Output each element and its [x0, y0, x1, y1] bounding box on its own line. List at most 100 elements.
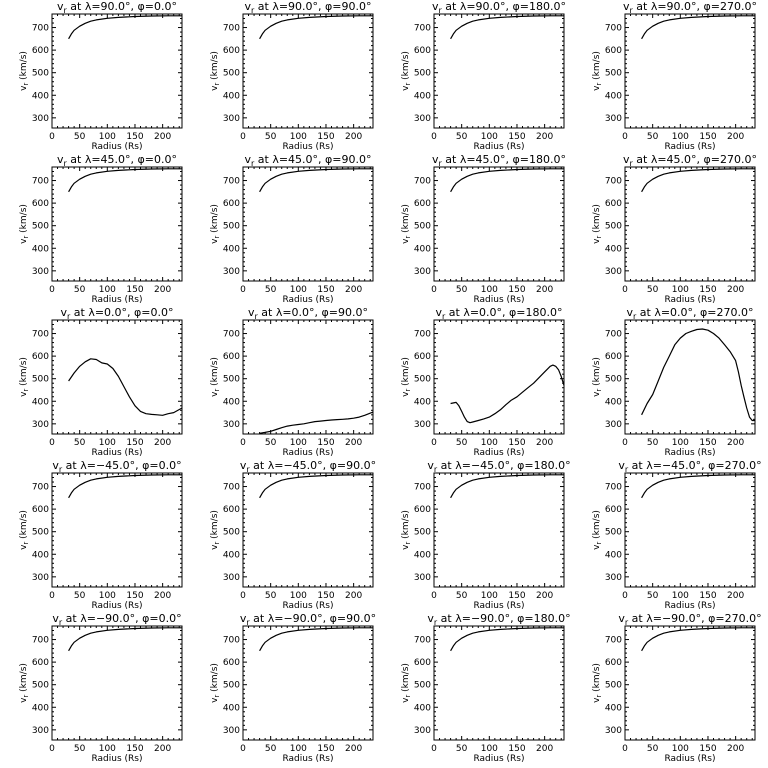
ylabel-rest: (km/s) [210, 204, 220, 236]
ylabel-rest: (km/s) [401, 663, 411, 695]
title-var: v [626, 306, 633, 319]
y-tick-label: 600 [605, 505, 622, 515]
chart-panel-16: vr at λ=−45.0°, φ=270.0°0 50 100 150 2003004… [592, 459, 762, 611]
x-tick-label: 0 [49, 591, 55, 601]
ylabel-var: v [210, 85, 220, 91]
x-tick-label: 100 [290, 744, 307, 754]
title-subscript: r [63, 6, 67, 15]
x-tick-label: 50 [647, 744, 659, 754]
plot-frame [433, 472, 565, 588]
x-tick-label: 100 [290, 438, 307, 448]
x-tick-label: 0 [49, 132, 55, 142]
ylabel-var: v [210, 697, 220, 703]
title-subscript: r [629, 159, 633, 168]
title-var: v [618, 612, 625, 625]
title-var: v [57, 0, 64, 13]
x-tick-label: 100 [99, 744, 116, 754]
title-rest: at λ=0.0°, φ=0.0° [70, 306, 173, 319]
x-tick-label: 150 [699, 591, 716, 601]
x-axis-label: Radius (Rs) [473, 601, 524, 611]
ylabel-rest: (km/s) [210, 510, 220, 542]
ylabel-var: v [210, 391, 220, 397]
x-tick-label: 0 [431, 591, 437, 601]
x-tick-label: 100 [672, 285, 689, 295]
title-var: v [427, 459, 434, 472]
title-rest: at λ=−45.0°, φ=90.0° [250, 459, 376, 472]
chart-panel-10: vr at λ=0.0°, φ=90.0°0 50 100 150 2003004005… [210, 306, 374, 458]
chart-panel-4: vr at λ=90.0°, φ=270.0°0 50 100 150 20030040… [592, 0, 757, 152]
chart-title: vr at λ=−90.0°, φ=90.0° [240, 612, 376, 627]
x-tick-label: 200 [727, 285, 744, 295]
y-axis-label: vr (km/s) [210, 510, 221, 550]
x-tick-label: 50 [456, 744, 468, 754]
chart-panel-12: vr at λ=0.0°, φ=270.0°0 50 100 150 200300400… [592, 306, 756, 458]
ylabel-subscript: r [213, 542, 221, 545]
title-rest: at λ=45.0°, φ=90.0° [254, 153, 371, 166]
chart-panel-1: vr at λ=90.0°, φ=0.0°0 50 100 150 2003004005… [19, 0, 183, 152]
y-tick-label: 600 [223, 658, 240, 668]
x-tick-label: 200 [727, 591, 744, 601]
y-axis-label: vr (km/s) [210, 51, 221, 91]
ylabel-rest: (km/s) [401, 204, 411, 236]
title-var: v [432, 153, 439, 166]
x-tick-label: 50 [74, 744, 86, 754]
y-tick-label: 300 [32, 114, 49, 124]
y-tick-label: 500 [414, 222, 431, 232]
chart-title: vr at λ=−90.0°, φ=270.0° [618, 612, 761, 627]
x-tick-label: 200 [727, 744, 744, 754]
series-line-vr [450, 168, 564, 193]
chart-panel-9: vr at λ=0.0°, φ=0.0°0 50 100 150 20030040050… [19, 306, 183, 458]
ylabel-var: v [19, 85, 29, 91]
chart-title: vr at λ=90.0°, φ=180.0° [432, 0, 566, 15]
title-rest: at λ=−45.0°, φ=270.0° [628, 459, 761, 472]
ylabel-var: v [592, 391, 602, 397]
plot-frame [242, 13, 374, 129]
y-tick-label: 300 [414, 573, 431, 583]
x-tick-label: 150 [508, 132, 525, 142]
chart-panel-11: vr at λ=0.0°, φ=180.0°0 50 100 150 200300400… [401, 306, 565, 458]
x-tick-label: 0 [49, 744, 55, 754]
x-tick-label: 200 [345, 591, 362, 601]
x-tick-label: 0 [240, 591, 246, 601]
y-tick-label: 700 [605, 177, 622, 187]
x-tick-label: 50 [265, 132, 277, 142]
y-tick-label: 600 [414, 505, 431, 515]
x-tick-label: 100 [99, 591, 116, 601]
y-tick-label: 600 [414, 46, 431, 56]
ylabel-subscript: r [404, 236, 412, 239]
ylabel-var: v [401, 544, 411, 550]
y-tick-label: 400 [223, 91, 240, 101]
y-tick-label: 700 [223, 636, 240, 646]
series-line-vr [68, 627, 182, 652]
x-tick-label: 200 [536, 132, 553, 142]
ylabel-rest: (km/s) [592, 204, 602, 236]
ylabel-var: v [19, 238, 29, 244]
ylabel-subscript: r [404, 542, 412, 545]
y-tick-label: 300 [414, 114, 431, 124]
y-axis-label: vr (km/s) [592, 51, 603, 91]
plot-frame [51, 472, 183, 588]
y-tick-label: 600 [605, 658, 622, 668]
y-tick-label: 700 [414, 177, 431, 187]
x-tick-label: 150 [508, 744, 525, 754]
plot-frame [624, 319, 756, 435]
x-tick-label: 50 [74, 285, 86, 295]
title-var: v [240, 612, 247, 625]
y-tick-label: 400 [223, 244, 240, 254]
plot-frame [433, 13, 565, 129]
y-tick-label: 500 [414, 528, 431, 538]
ylabel-rest: (km/s) [210, 357, 220, 389]
y-axis-label: vr (km/s) [19, 357, 30, 397]
ylabel-var: v [19, 544, 29, 550]
x-tick-label: 150 [699, 438, 716, 448]
y-tick-label: 500 [223, 69, 240, 79]
y-axis-label: vr (km/s) [401, 510, 412, 550]
chart-title: vr at λ=−45.0°, φ=90.0° [240, 459, 376, 474]
y-tick-label: 700 [223, 330, 240, 340]
x-tick-label: 50 [265, 285, 277, 295]
ylabel-subscript: r [404, 695, 412, 698]
x-tick-label: 100 [481, 438, 498, 448]
plot-frame [624, 625, 756, 741]
x-tick-label: 150 [126, 285, 143, 295]
series-line-vr [641, 15, 755, 40]
